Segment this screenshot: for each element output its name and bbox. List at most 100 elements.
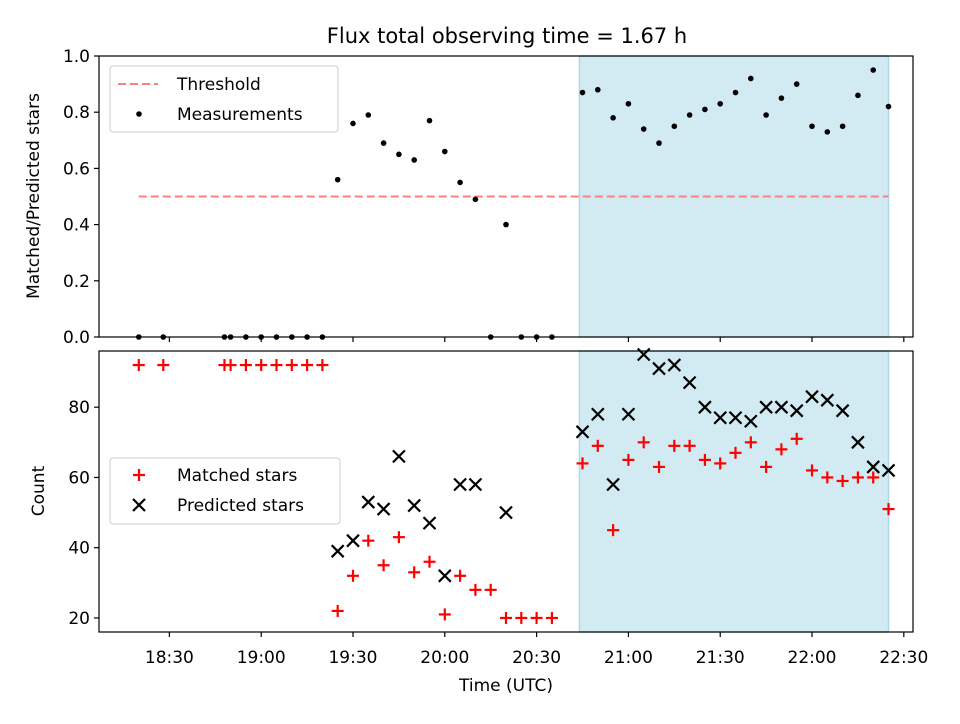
matched-stars-point [362,534,375,547]
predicted-stars-point [652,361,666,376]
top-measurement-point [839,123,846,130]
top-measurement-point [732,89,739,96]
top-y-tick-label: 0.4 [63,216,90,236]
top-axes-frame [98,55,914,338]
matched-stars-point [423,555,436,568]
predicted-stars-point [682,375,697,390]
top-legend: Threshold Measurements [109,65,339,133]
x-tick-label: 21:00 [604,648,653,668]
top-measurement-point [656,140,662,146]
top-measurement-point [855,92,861,99]
predicted-stars-point [392,449,406,464]
matched-stars-point [653,460,666,473]
top-measurement-point [870,67,877,73]
matched-stars-point [775,443,788,456]
top-measurement-point [350,120,356,127]
predicted-stars-point [621,407,636,422]
top-measurement-point [671,123,678,130]
matched-stars-point [622,453,635,466]
measurements-legend-marker [136,111,142,117]
top-measurement-point [441,148,448,155]
matched-stars-point [637,436,650,449]
bottom-shaded-region [578,350,890,633]
predicted-stars-point [881,463,896,478]
predicted-stars-point [438,569,452,583]
predicted-stars-point [835,403,850,418]
matched-stars-point [408,566,421,579]
bottom-y-tick-label: 40 [68,539,90,559]
matched-stars-point [316,359,329,372]
measurements-legend-label: Measurements [177,105,303,125]
top-ylabel: Matched/Predicted stars [24,93,44,299]
matched-stars-point [576,457,589,470]
bottom-y-tick-label: 80 [68,398,90,418]
x-tick-label: 19:30 [328,648,377,668]
matched-stars-point [239,359,252,372]
bottom-ylabel: Count [29,465,49,516]
top-measurement-point [793,81,800,87]
predicted-stars-point [468,477,483,492]
top-measurement-point [457,179,463,186]
predicted-stars-point [805,389,819,404]
top-measurement-point [885,103,892,110]
top-measurement-point [334,176,341,183]
matched-stars-point [821,471,834,484]
matched-stars-point [285,359,298,372]
top-measurement-point [748,75,754,82]
matched-stars-point [790,432,803,445]
top-measurement-point [503,221,509,228]
matched-stars-point [301,359,314,372]
top-measurement-point [579,89,586,96]
x-tick-label: 22:00 [788,648,837,668]
bottom-legend-box [109,457,341,525]
matched-stars-point [591,439,604,452]
top-measurement-point [625,100,632,107]
bottom-panel: 20 40 60 80 18:30 19:00 19:30 20:00 20:30 21:00 2… [29,347,928,696]
threshold-legend-label: Threshold [176,75,261,95]
predicted-stars-point [330,544,345,558]
matched-stars-point [392,531,405,544]
top-measurement-point [610,115,616,121]
matched-legend-label: Matched stars [177,466,297,486]
predicted-legend-marker [132,498,146,512]
predicted-stars-point [744,414,758,429]
matched-stars-point [806,464,819,477]
top-measurement-point [824,129,831,135]
matched-stars-point [668,439,681,452]
predicted-stars-point [866,460,880,474]
matched-stars-point [469,583,482,596]
predicted-stars-point [789,403,804,418]
predicted-stars-point [606,477,620,492]
x-axis-label: Time (UTC) [458,676,553,696]
top-measurement-point [380,140,387,146]
matched-stars-point [882,503,895,516]
top-measurement-point [411,157,417,163]
predicted-stars-point [728,410,743,425]
matched-stars-point [484,583,497,596]
predicted-stars-point [667,358,682,372]
matched-stars-point [331,604,344,617]
predicted-stars-point [422,516,437,530]
matched-stars-point [545,611,558,624]
bottom-y-tick-label: 60 [68,468,90,488]
matched-stars-point [500,611,512,624]
matched-legend-marker [133,469,145,481]
top-measurement-point [686,112,693,118]
predicted-stars-point [407,498,421,513]
top-measurement-point [640,126,647,132]
matched-stars-point [270,359,283,372]
x-tick-label: 20:00 [420,648,469,668]
matched-stars-point [836,474,849,487]
top-measurement-point [717,100,724,107]
top-y-tick-label: 0.6 [63,159,90,179]
matched-stars-point [377,559,390,572]
bottom-y-tick-label: 20 [68,609,90,629]
matched-stars-point [224,359,237,372]
matched-stars-point [438,608,451,621]
x-tick-label: 20:30 [512,648,561,668]
predicted-stars-point [575,425,590,439]
top-y-tick-label: 0.0 [63,328,90,348]
top-measurement-point [426,117,433,124]
matched-stars-point [157,359,170,372]
